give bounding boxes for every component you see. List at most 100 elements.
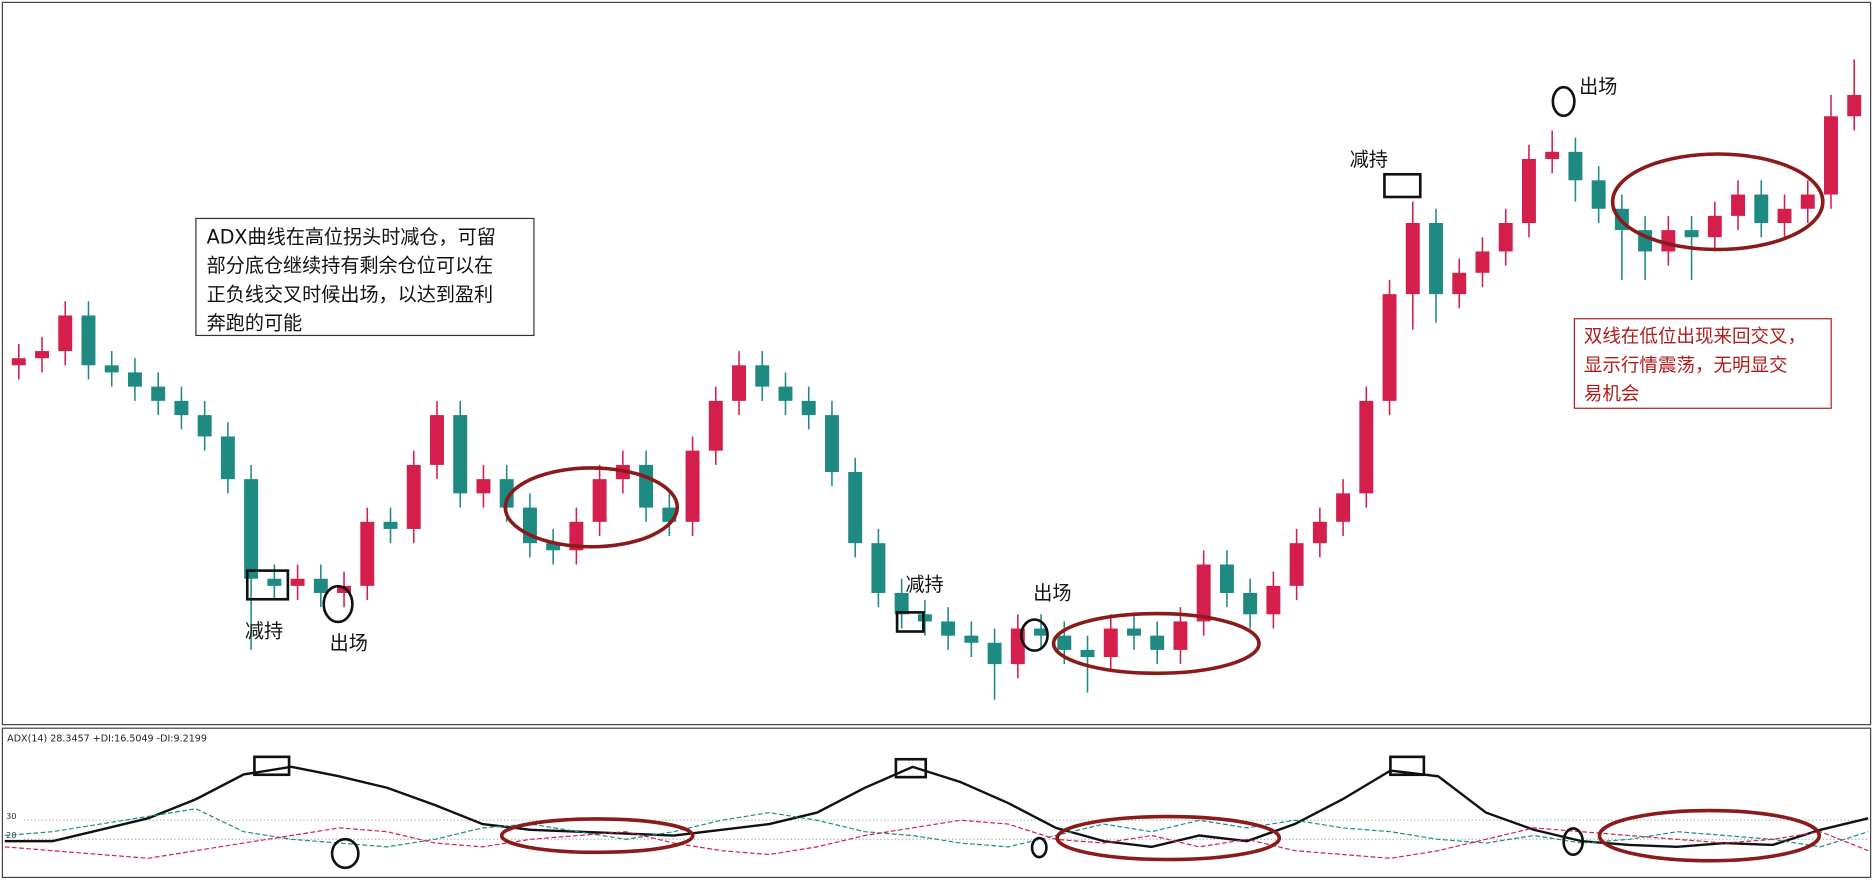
marker-circle <box>330 837 360 870</box>
label: 减持 <box>245 619 283 642</box>
candle-body <box>1080 649 1095 658</box>
candle-body <box>360 521 375 586</box>
label: 出场 <box>1579 75 1617 98</box>
candle-body <box>1498 222 1513 252</box>
note-line: 正负线交叉时候出场，以达到盈利 <box>207 283 493 306</box>
note-line: ADX曲线在高位拐头时减仓，可留 <box>207 226 496 249</box>
candle-body <box>987 642 1002 665</box>
candle-body <box>174 400 189 416</box>
marker-circle <box>1562 827 1585 857</box>
highlight-ellipse <box>1051 611 1261 676</box>
candle-body <box>732 365 746 401</box>
indicator-line <box>4 765 1869 849</box>
marker-circle <box>322 584 354 624</box>
highlight-ellipse <box>499 817 695 855</box>
marker-circle <box>1030 836 1048 859</box>
candle-body <box>778 386 793 401</box>
adx-panel <box>1 727 1872 879</box>
highlight-ellipse <box>1055 814 1282 862</box>
candle-body <box>639 464 654 508</box>
candle-body <box>1545 151 1560 159</box>
candle-body <box>592 479 607 522</box>
candle-body <box>1661 230 1676 252</box>
candle-body <box>1405 222 1420 295</box>
marker-box <box>895 611 925 633</box>
candle-body <box>430 415 444 465</box>
candle-body <box>1289 543 1304 586</box>
candle-body <box>35 351 49 359</box>
candle-body <box>546 543 561 551</box>
candle-body <box>1475 251 1490 273</box>
candle-body <box>1173 621 1188 650</box>
candle-body <box>1312 521 1327 544</box>
candle-body <box>290 578 305 586</box>
candle-body <box>81 315 96 366</box>
candle-body <box>941 621 956 636</box>
marker-box <box>245 569 290 601</box>
note-box <box>1573 318 1832 409</box>
candle-body <box>476 479 491 494</box>
y-tick-label: 20 <box>6 830 17 840</box>
label: 出场 <box>1033 581 1071 604</box>
indicator-line <box>4 808 1869 848</box>
candle-body <box>1429 222 1443 295</box>
label: 出场 <box>330 631 368 654</box>
candle-body <box>685 450 700 522</box>
candle-body <box>1684 230 1699 238</box>
candle-body <box>894 592 909 615</box>
candle-body <box>151 386 166 401</box>
candle-body <box>1707 215 1722 238</box>
candle-body <box>1591 180 1606 209</box>
candle-body <box>220 436 235 480</box>
candle-body <box>848 472 863 544</box>
note-box <box>195 217 535 337</box>
note-line: 奔跑的可能 <box>207 311 302 334</box>
candle-body <box>383 521 398 529</box>
marker-box <box>253 755 291 777</box>
candle-body <box>1196 564 1211 622</box>
candle-body <box>964 635 979 643</box>
marker-box <box>1389 755 1426 777</box>
candle-body <box>244 479 259 579</box>
candle-body <box>569 521 584 551</box>
candle-body <box>453 415 468 494</box>
candle-body <box>1127 628 1141 636</box>
candle-body <box>1521 158 1536 223</box>
marker-circle <box>1019 618 1049 652</box>
candle-body <box>1452 272 1467 295</box>
highlight-ellipse <box>1597 808 1822 863</box>
candle-body <box>104 365 119 373</box>
candle-body <box>406 464 421 529</box>
highlight-ellipse <box>1610 152 1825 252</box>
candle-body <box>801 400 816 416</box>
label: 减持 <box>905 573 943 596</box>
marker-circle <box>1551 85 1576 118</box>
note-line: 部分底仓继续持有剩余仓位可以在 <box>207 254 493 277</box>
candle-body <box>708 400 723 451</box>
note-line: 双线在低位出现来回交叉， <box>1584 327 1806 348</box>
candle-body <box>58 315 73 352</box>
candle-body <box>1034 628 1049 636</box>
candle-body <box>1777 208 1792 223</box>
candle-body <box>824 415 839 473</box>
candle-body <box>337 585 352 593</box>
candle-body <box>127 372 142 387</box>
candle-body <box>267 578 282 586</box>
note-line: 易机会 <box>1584 384 1640 405</box>
indicator-title: ADX(14) 28.3457 +DI:16.5049 -DI:9.2199 <box>7 733 207 744</box>
candle-body <box>1150 635 1165 650</box>
y-tick-label: 30 <box>6 811 17 821</box>
candle-body <box>1382 294 1397 401</box>
candle-body <box>1266 585 1281 615</box>
candle-body <box>1243 592 1258 615</box>
highlight-ellipse <box>503 466 680 549</box>
candle-body <box>1824 116 1838 195</box>
candle-body <box>1568 151 1583 181</box>
candle-body <box>755 365 770 387</box>
candle-body <box>1359 400 1374 494</box>
label: 减持 <box>1350 148 1388 171</box>
candle-body <box>313 578 328 593</box>
candle-body <box>1010 628 1025 665</box>
